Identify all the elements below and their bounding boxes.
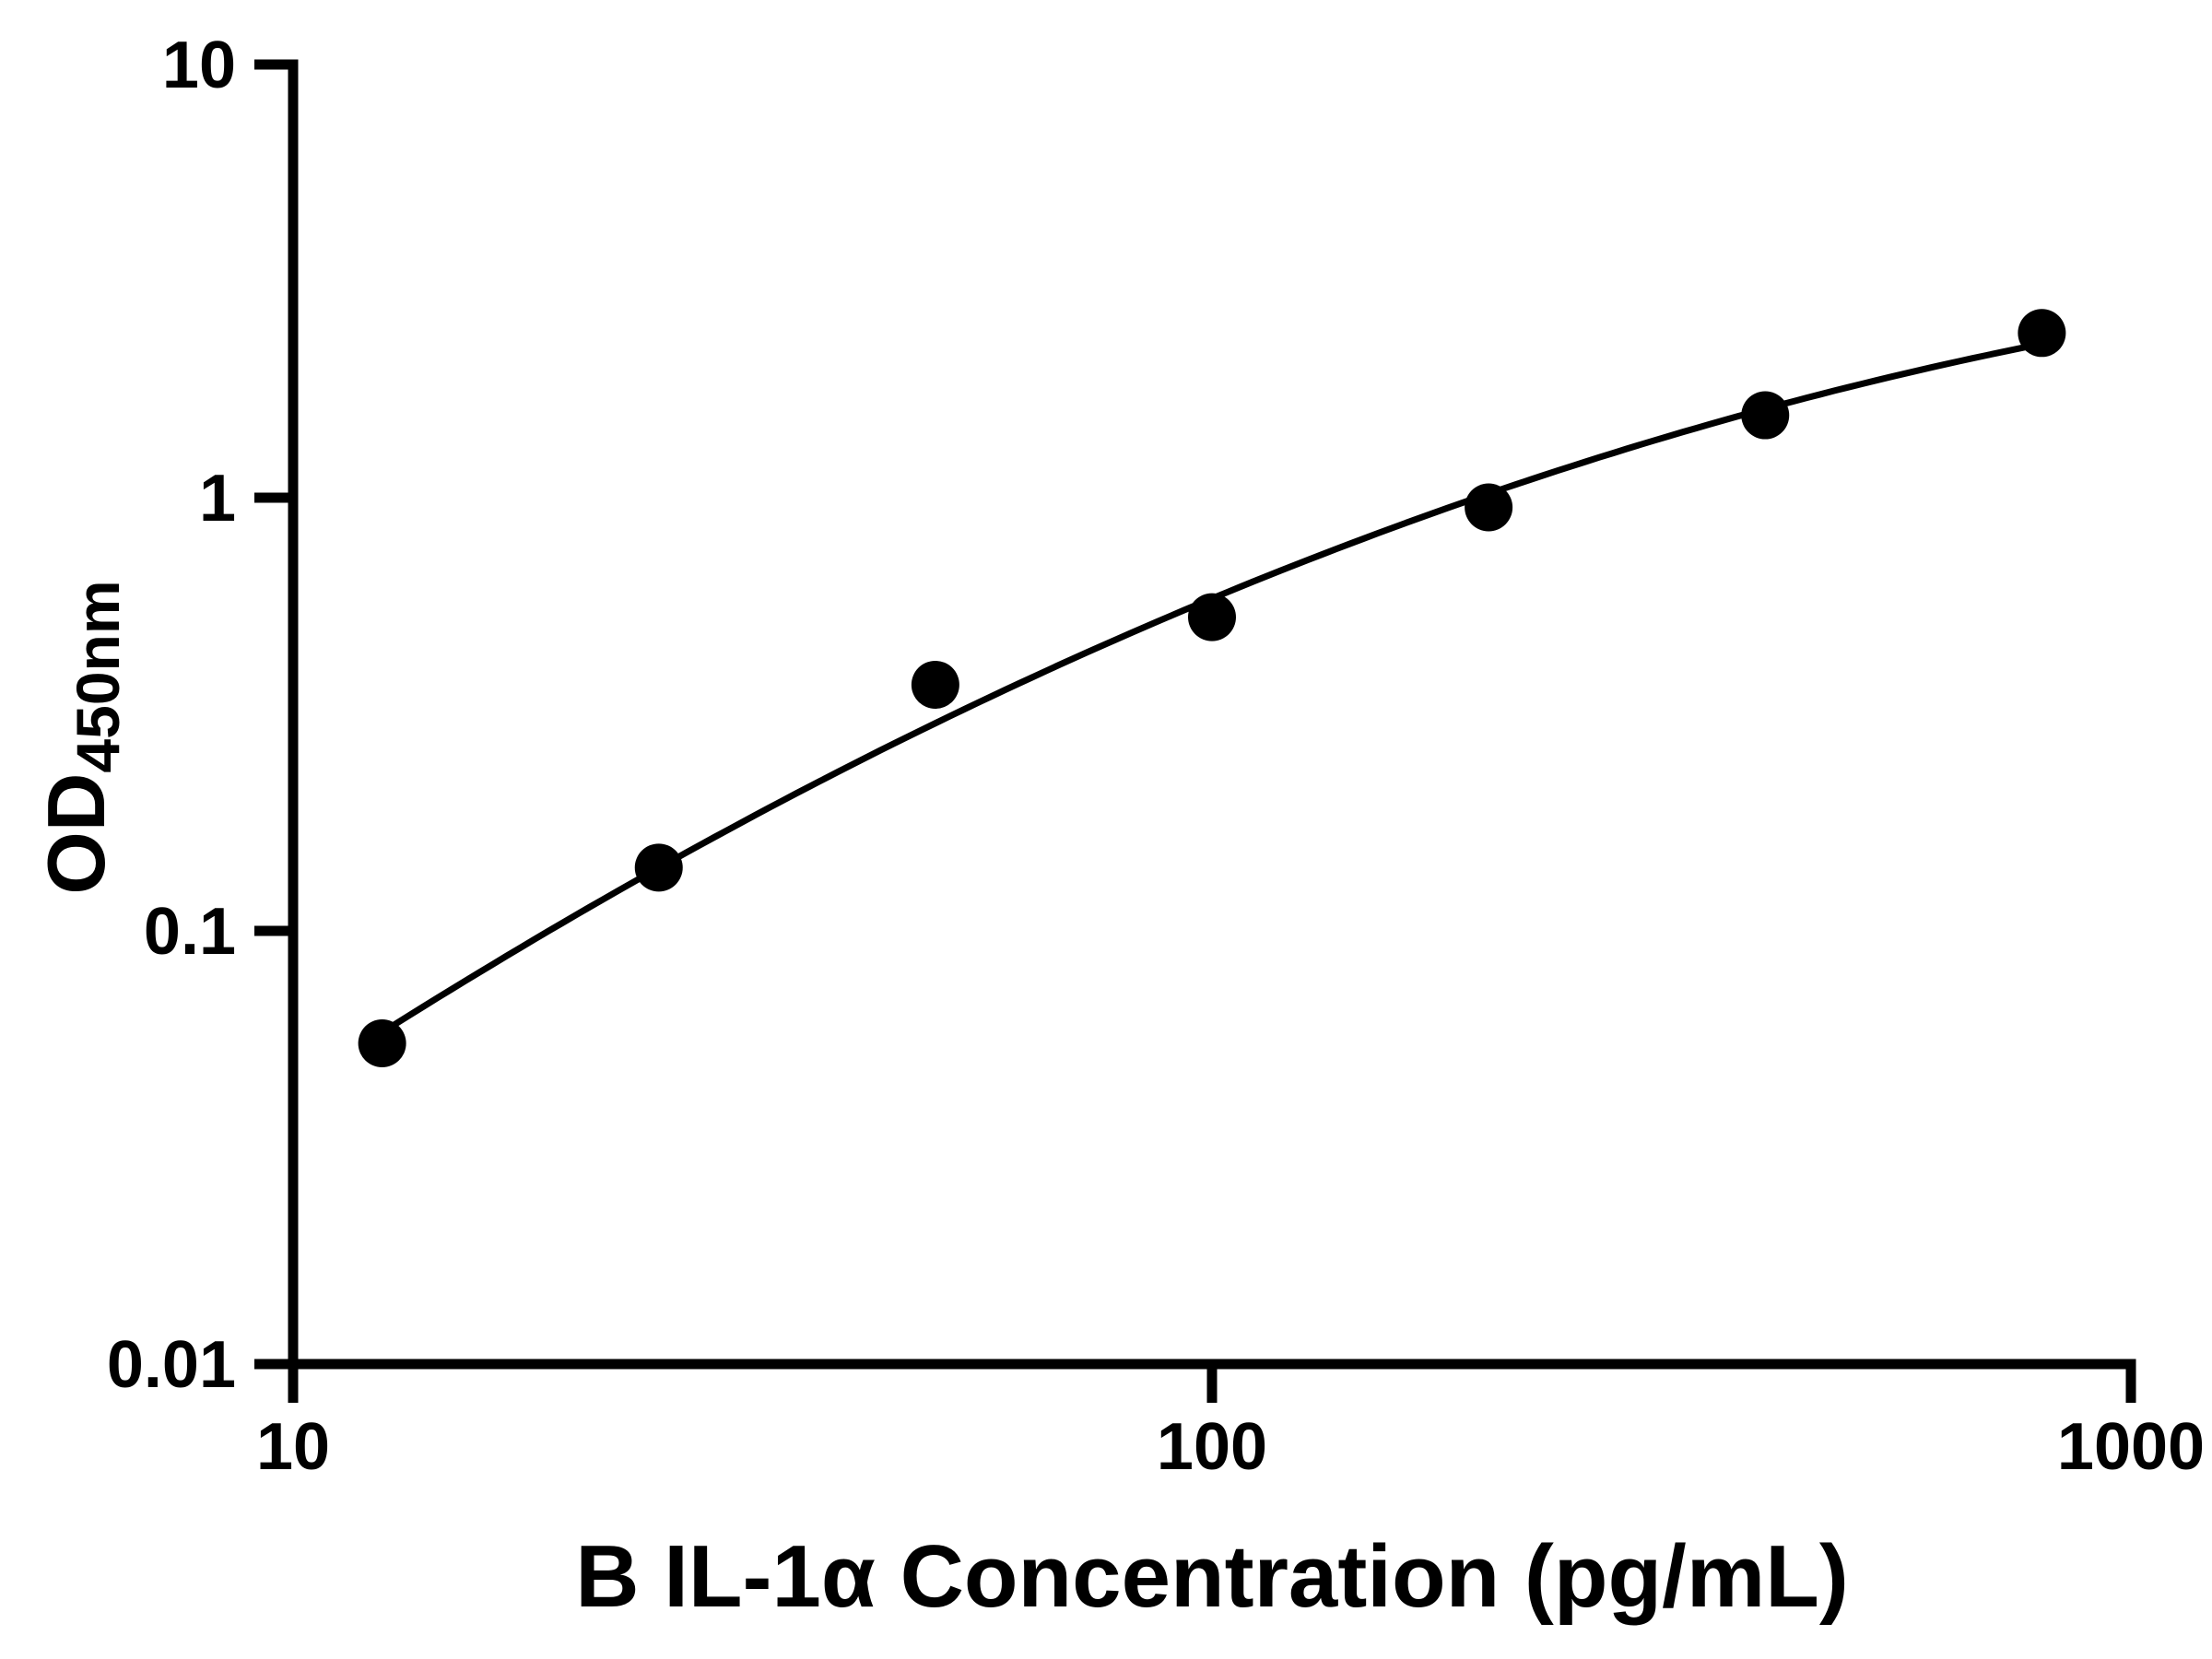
y-axis-title-main: OD xyxy=(30,772,122,895)
y-axis-title: OD450nm xyxy=(29,580,133,894)
data-point xyxy=(1465,483,1513,532)
data-point xyxy=(1188,593,1236,641)
y-tick-label: 1 xyxy=(199,462,236,535)
y-axis-title-subscript: 450nm xyxy=(64,580,132,773)
y-tick-label: 10 xyxy=(162,29,236,102)
x-axis-title: B IL-1α Concentration (pg/mL) xyxy=(575,1527,1849,1626)
data-point xyxy=(911,660,959,709)
x-tick-label: 10 xyxy=(256,1410,330,1484)
x-tick-label: 1000 xyxy=(2057,1410,2205,1484)
y-tick-label: 0.01 xyxy=(107,1328,236,1402)
x-tick-label: 100 xyxy=(1157,1410,1267,1484)
data-point xyxy=(634,843,683,892)
fit-curve xyxy=(380,340,2043,1036)
data-point xyxy=(1741,391,1790,440)
y-tick-label: 0.1 xyxy=(144,895,236,969)
data-point xyxy=(358,1019,406,1068)
data-point xyxy=(2018,309,2066,358)
